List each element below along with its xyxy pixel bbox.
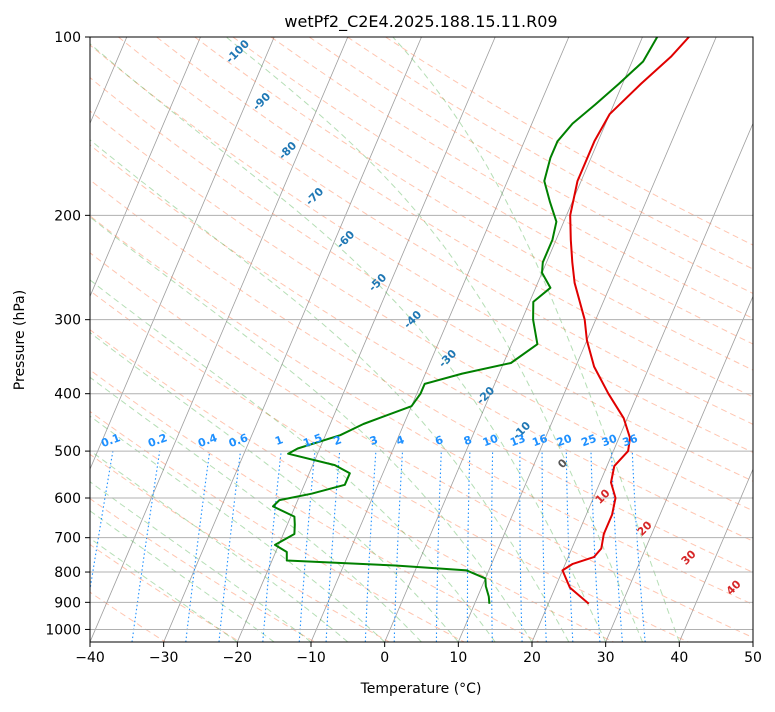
y-tick-label: 1000: [45, 622, 81, 638]
y-tick-label: 400: [54, 387, 81, 403]
y-tick-label: 800: [54, 565, 81, 581]
x-tick-label: 30: [597, 650, 615, 666]
y-tick-label: 100: [54, 30, 81, 46]
y-tick-label: 300: [54, 313, 81, 329]
chart-title: wetPf2_C2E4.2025.188.15.11.R09: [284, 12, 557, 32]
y-tick-label: 900: [54, 595, 81, 611]
y-tick-label: 700: [54, 531, 81, 547]
isotherm-line: [753, 37, 775, 642]
x-tick-label: 0: [380, 650, 389, 666]
x-tick-label: 40: [670, 650, 688, 666]
y-tick-label: 600: [54, 491, 81, 507]
x-tick-label: −40: [75, 650, 105, 666]
plot-background: [90, 37, 753, 642]
y-tick-label: 200: [54, 208, 81, 224]
x-tick-label: 20: [523, 650, 541, 666]
x-tick-label: 50: [744, 650, 762, 666]
x-tick-label: −30: [149, 650, 179, 666]
x-tick-label: −10: [296, 650, 326, 666]
x-tick-label: 10: [449, 650, 467, 666]
y-axis-label: Pressure (hPa): [12, 290, 28, 390]
y-tick-label: 500: [54, 444, 81, 460]
x-axis-label: Temperature (°C): [360, 681, 482, 697]
x-tick-label: −20: [223, 650, 253, 666]
